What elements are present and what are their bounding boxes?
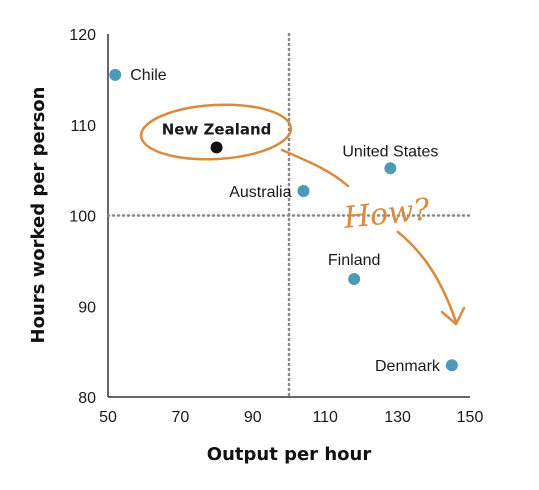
reference-lines <box>106 32 472 399</box>
point-united-states <box>384 162 397 175</box>
annotation: How? <box>139 103 466 326</box>
y-tick-label: 110 <box>70 118 96 135</box>
x-tick-label: 130 <box>384 409 411 426</box>
y-axis-title: Hours worked per person <box>28 87 49 344</box>
point-label-finland: Finland <box>328 252 380 269</box>
point-denmark <box>445 359 458 372</box>
x-tick-label: 90 <box>244 409 262 426</box>
data-points: Chile New Zealand Australia United States Fi… <box>109 67 458 375</box>
point-finland <box>348 273 361 286</box>
annotation-text: How? <box>341 192 432 236</box>
arrow-head-icon <box>440 306 466 326</box>
point-label-chile: Chile <box>130 67 167 84</box>
x-tick-label: 50 <box>99 409 117 426</box>
annotation-connector <box>280 148 350 188</box>
highlight-circle <box>139 103 293 161</box>
point-label-united-states: United States <box>342 143 438 160</box>
y-tick-label: 100 <box>69 209 96 226</box>
x-tick-label: 70 <box>172 409 190 426</box>
x-axis-title: Output per hour <box>207 444 372 465</box>
point-chile <box>109 68 122 81</box>
tick-labels: 50 70 90 110 130 150 80 90 100 110 120 <box>69 27 483 426</box>
point-australia <box>297 184 310 197</box>
point-label-denmark: Denmark <box>375 358 441 375</box>
y-tick-label: 90 <box>78 299 96 316</box>
y-tick-label: 120 <box>69 27 96 44</box>
x-tick-label: 110 <box>312 409 338 426</box>
x-tick-label: 150 <box>457 409 484 426</box>
point-label-new-zealand: New Zealand <box>162 120 272 138</box>
y-tick-label: 80 <box>78 390 96 407</box>
point-new-zealand <box>210 141 223 154</box>
annotation-arrow <box>396 230 458 324</box>
point-label-australia: Australia <box>229 184 291 201</box>
